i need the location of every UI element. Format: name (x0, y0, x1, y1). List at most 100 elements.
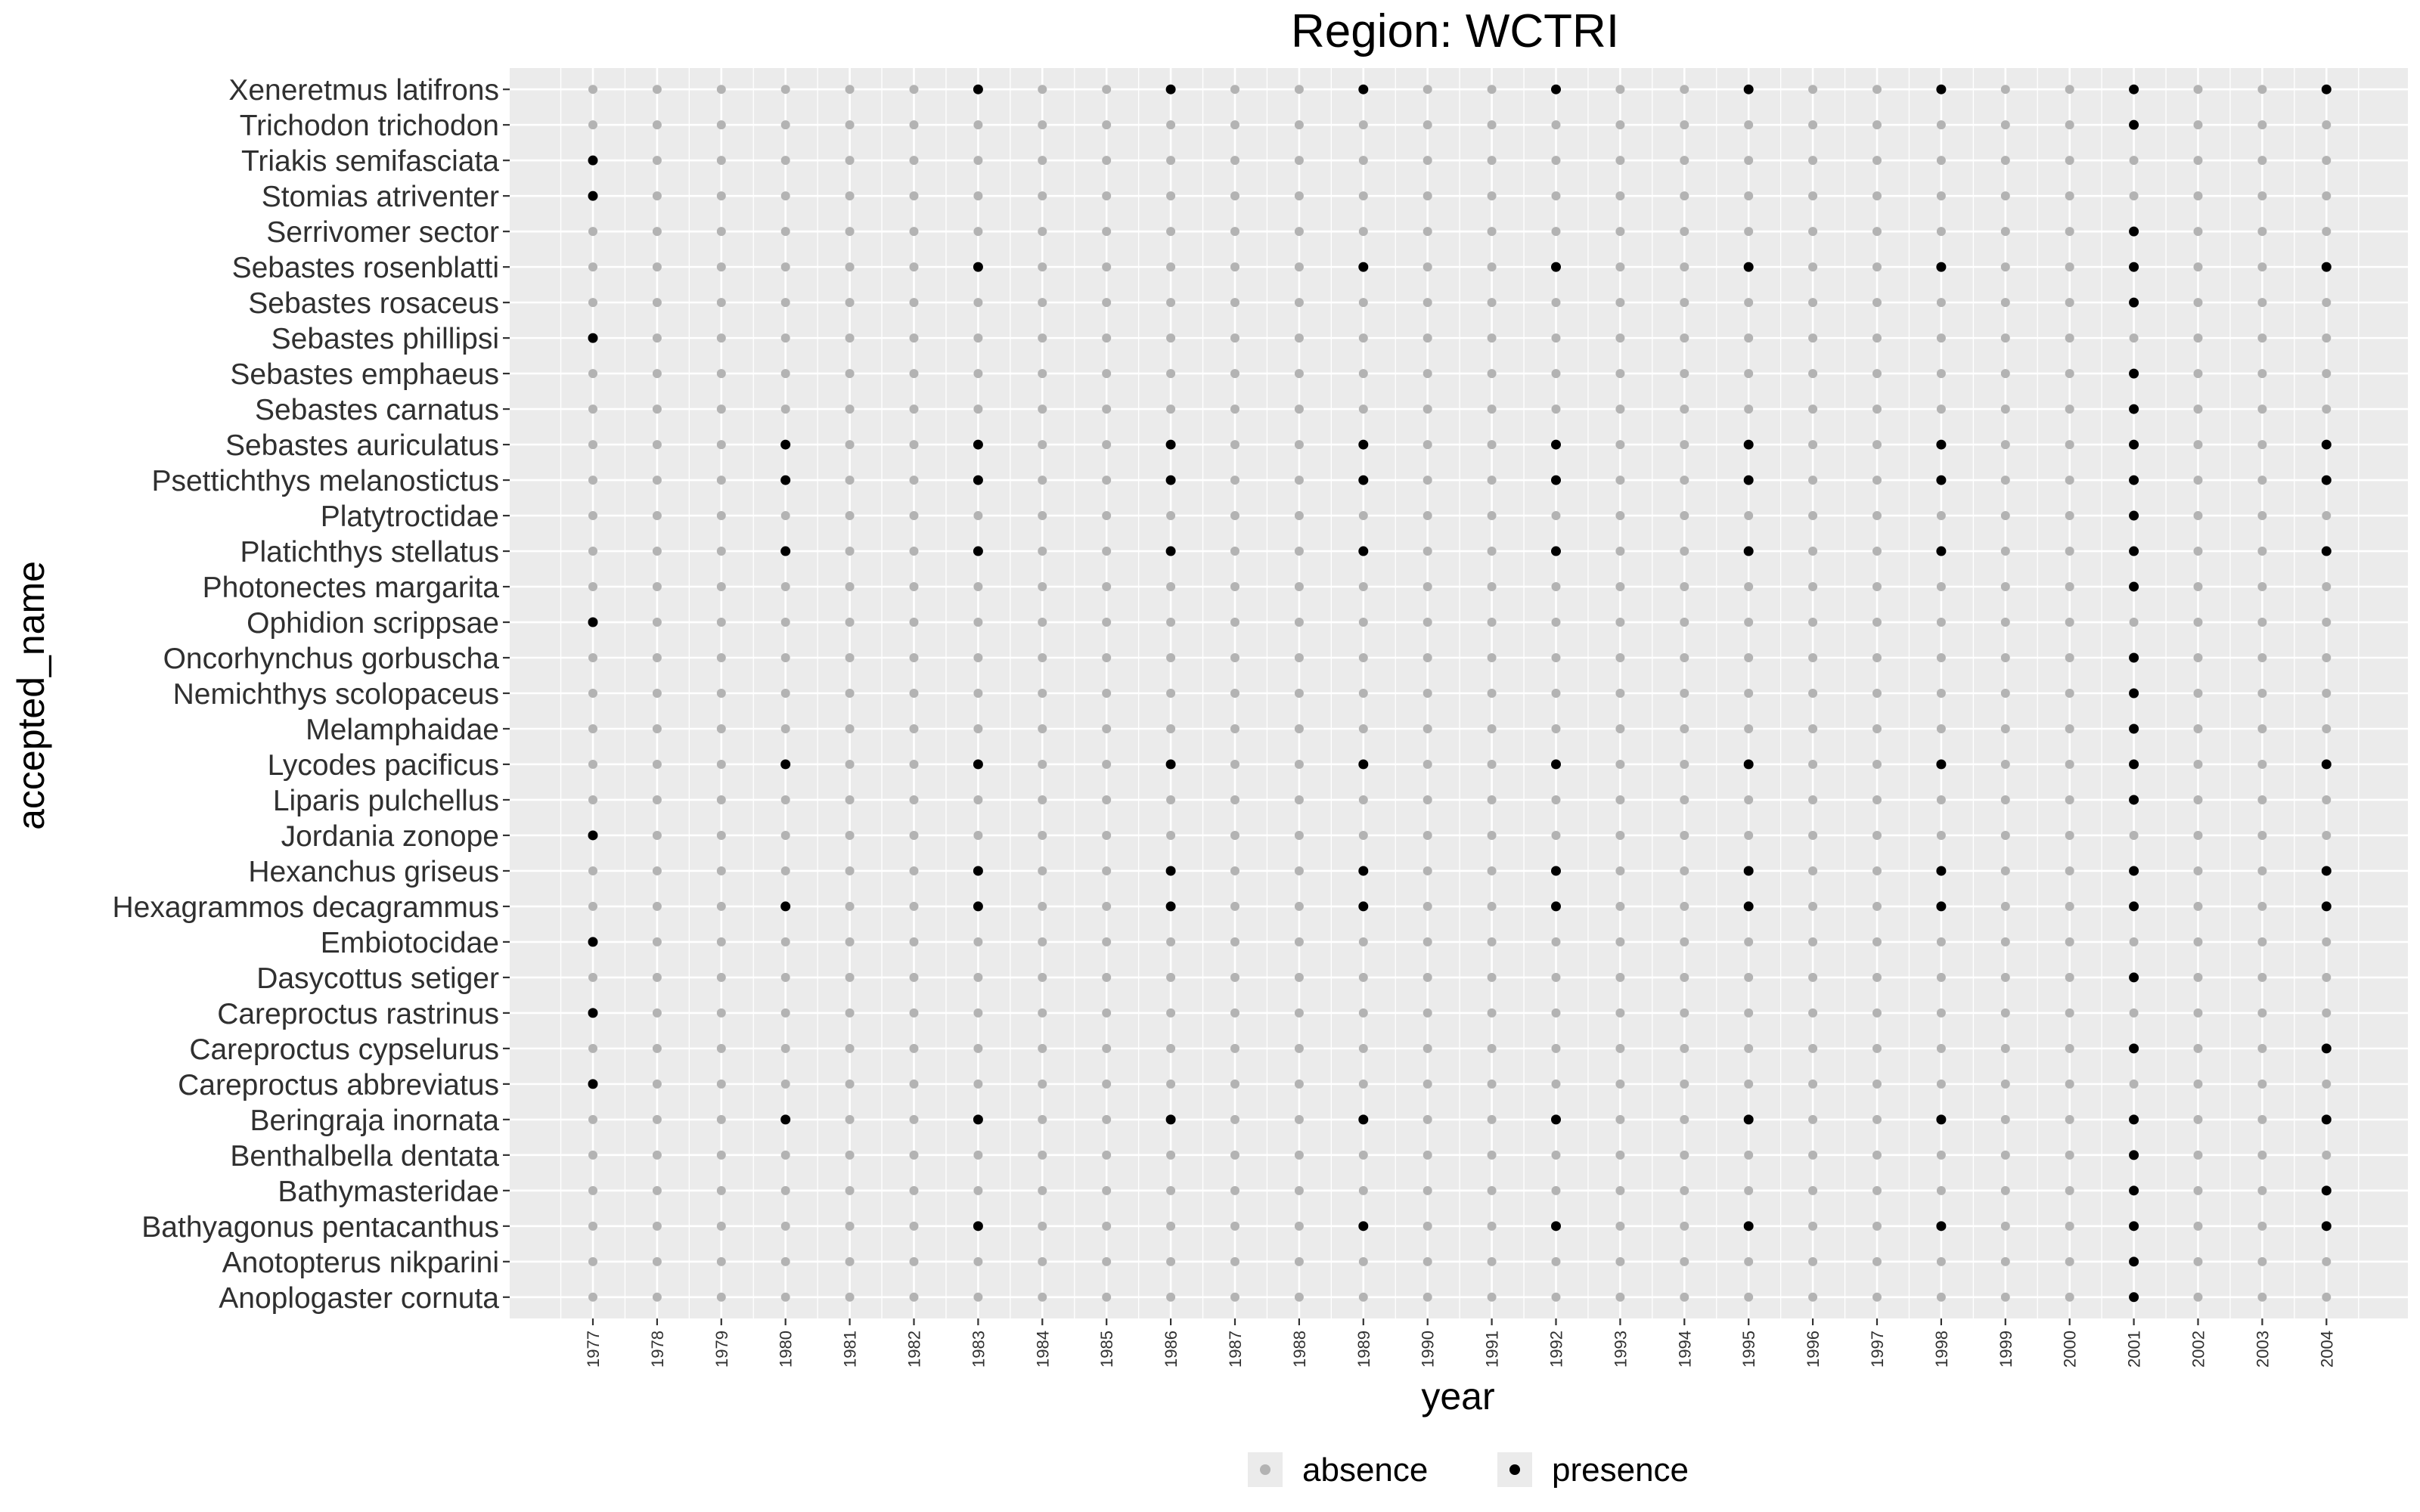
absence-point (1423, 120, 1432, 130)
absence-point (973, 1150, 983, 1160)
presence-point (1165, 84, 1176, 94)
absence-point (1166, 404, 1176, 414)
absence-point (1230, 1114, 1239, 1124)
absence-point (652, 866, 662, 875)
absence-point (973, 1256, 983, 1266)
absence-point (1230, 85, 1239, 94)
absence-point (845, 653, 855, 663)
absence-point (909, 1114, 919, 1124)
absence-point (2000, 795, 2010, 804)
absence-point (2257, 1221, 2267, 1231)
absence-point (588, 1221, 597, 1231)
absence-point (588, 1150, 597, 1160)
absence-point (1102, 404, 1112, 414)
absence-point (1680, 582, 1689, 592)
absence-point (588, 227, 597, 237)
absence-point (2193, 404, 2203, 414)
absence-point (1038, 759, 1047, 769)
absence-point (1551, 795, 1561, 804)
absence-point (909, 404, 919, 414)
absence-point (1230, 582, 1239, 592)
absence-point (1230, 227, 1239, 237)
absence-point (1744, 1008, 1754, 1018)
absence-point (2000, 1221, 2010, 1231)
absence-point (2322, 582, 2332, 592)
absence-point (845, 1185, 855, 1195)
absence-point (716, 227, 726, 237)
absence-point (1615, 618, 1625, 627)
x-tick-label: 1999 (1996, 1331, 2015, 1368)
absence-point (588, 1292, 597, 1302)
y-tick-label: Sebastes phillipsi (271, 323, 499, 355)
absence-point (1744, 1256, 1754, 1266)
presence-point (588, 830, 598, 841)
presence-point (2129, 972, 2139, 983)
absence-point (1808, 298, 1818, 308)
absence-point (1487, 298, 1497, 308)
presence-point (973, 1221, 983, 1232)
absence-point (2000, 404, 2010, 414)
presence-point (588, 617, 598, 627)
presence-point (2129, 1221, 2139, 1232)
absence-point (2129, 830, 2139, 840)
absence-point (1294, 866, 1304, 875)
absence-point (1936, 1185, 1946, 1195)
absence-point (1551, 972, 1561, 982)
absence-point (1102, 1292, 1112, 1302)
absence-point (1423, 901, 1432, 911)
absence-point (1294, 901, 1304, 911)
absence-point (1808, 1114, 1818, 1124)
presence-point (2321, 1043, 2332, 1054)
absence-point (780, 404, 790, 414)
absence-point (1230, 972, 1239, 982)
absence-point (716, 723, 726, 733)
absence-point (2065, 1008, 2074, 1018)
absence-point (1615, 1079, 1625, 1089)
y-tick-label: Hexagrammos decagrammus (112, 891, 499, 924)
absence-point (1872, 1221, 1882, 1231)
absence-point (1615, 582, 1625, 592)
absence-point (1872, 120, 1882, 130)
presence-point (973, 262, 983, 272)
absence-point (1423, 1043, 1432, 1053)
absence-point (1230, 156, 1239, 166)
absence-point (1038, 582, 1047, 592)
absence-point (845, 404, 855, 414)
absence-point (1808, 1221, 1818, 1231)
absence-point (1102, 901, 1112, 911)
absence-point (2065, 830, 2074, 840)
absence-point (1872, 476, 1882, 485)
absence-point (588, 723, 597, 733)
absence-point (716, 866, 726, 875)
absence-point (2065, 191, 2074, 201)
presence-point (2321, 901, 2332, 912)
absence-point (780, 830, 790, 840)
absence-point (588, 901, 597, 911)
absence-point (1102, 369, 1112, 379)
absence-point (2065, 653, 2074, 663)
absence-point (1615, 1221, 1625, 1231)
absence-point (1551, 1150, 1561, 1160)
absence-point (2322, 1079, 2332, 1089)
absence-point (1680, 795, 1689, 804)
absence-point (1102, 1256, 1112, 1266)
y-tick-label: Benthalbella dentata (230, 1140, 499, 1173)
absence-point (652, 972, 662, 982)
absence-point (1423, 511, 1432, 521)
absence-point (1423, 1114, 1432, 1124)
absence-point (909, 120, 919, 130)
absence-point (1936, 1150, 1946, 1160)
absence-point (1487, 262, 1497, 272)
absence-point (1680, 1043, 1689, 1053)
absence-point (780, 1256, 790, 1266)
absence-point (973, 618, 983, 627)
absence-point (1487, 759, 1497, 769)
absence-point (973, 689, 983, 698)
absence-point (1230, 404, 1239, 414)
absence-point (1102, 1221, 1112, 1231)
presence-point (1358, 1114, 1369, 1125)
absence-point (2193, 120, 2203, 130)
absence-point (2000, 298, 2010, 308)
absence-point (1936, 404, 1946, 414)
absence-point (2065, 1256, 2074, 1266)
